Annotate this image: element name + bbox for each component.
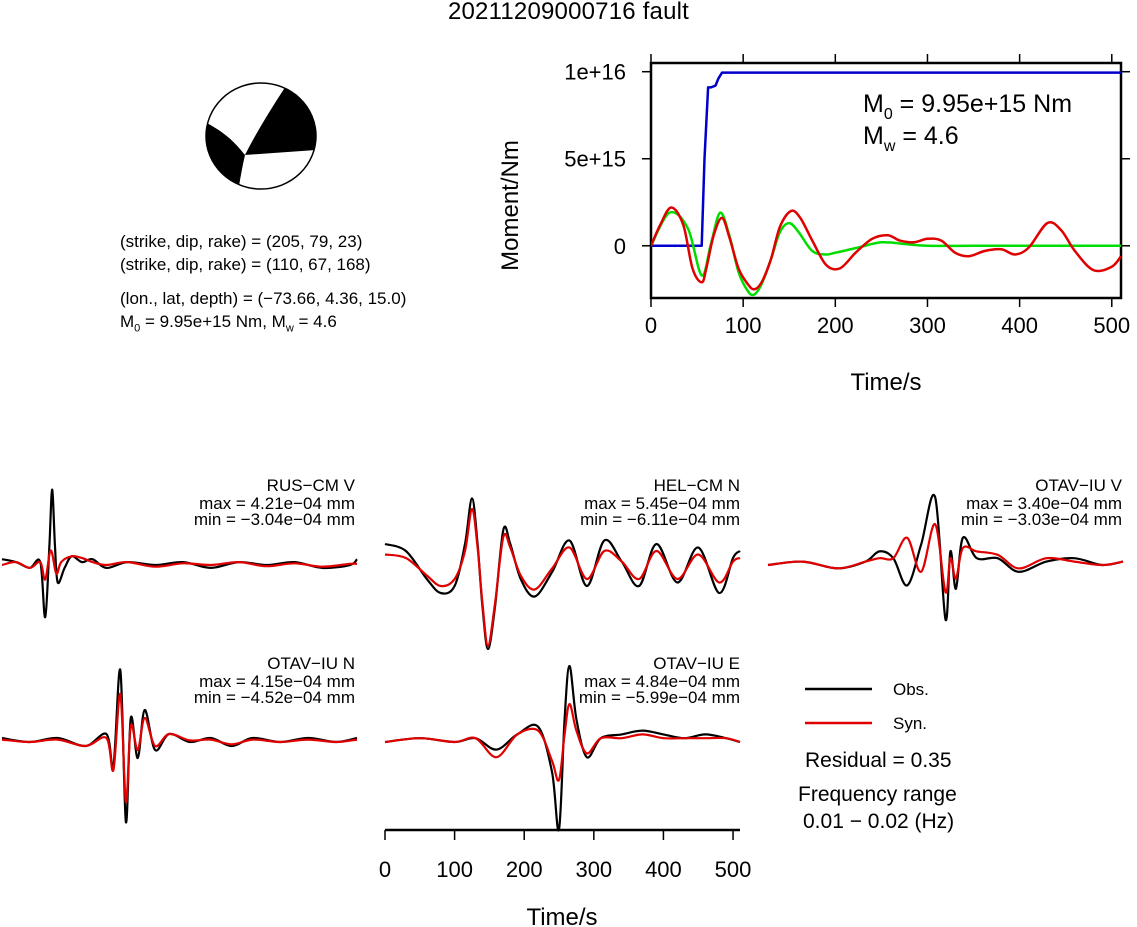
syn-trace-line <box>1 549 358 581</box>
y-tick-label: 1e+16 <box>564 60 626 85</box>
legend-lines <box>805 687 872 725</box>
trace-panel <box>767 493 1124 621</box>
legend-obs-label: Obs. <box>893 680 929 699</box>
wave-x-tick-label: 100 <box>436 857 473 882</box>
freq-range-title: Frequency range <box>798 783 957 806</box>
wave-x-axis-label: Time/s <box>526 904 597 927</box>
wave-x-tick-label: 500 <box>715 857 752 882</box>
moment-text: M0 = 9.95e+15 Nm, Mw = 4.6 <box>120 312 337 335</box>
beachball-icon <box>205 82 317 190</box>
syn-trace-line <box>384 507 741 647</box>
wave-x-tick-label: 300 <box>575 857 612 882</box>
trace-min-text: min = −3.03e−04 mm <box>960 510 1122 529</box>
x-tick-label: 300 <box>909 313 946 338</box>
syn-trace-line <box>384 702 741 782</box>
legend-syn-label: Syn. <box>893 714 928 733</box>
trace-station-text: RUS−CM V <box>266 476 355 495</box>
trace-min-text: min = −6.11e−04 mm <box>580 510 740 529</box>
obs-trace-line <box>767 493 1124 621</box>
trace-max-text: max = 4.15e−04 mm <box>199 672 355 691</box>
location-text: (lon., lat, depth) = (−73.66, 4.36, 15.0… <box>120 289 407 308</box>
plane1-text: (strike, dip, rake) = (205, 79, 23) <box>120 232 363 251</box>
wave-x-tick-label: 400 <box>645 857 682 882</box>
figure-title: 20211209000716 fault <box>447 0 690 25</box>
wave-x-tick-label: 0 <box>379 857 391 882</box>
moment-series-group <box>651 71 1121 297</box>
x-tick-label: 400 <box>1001 313 1038 338</box>
mw-annotation: Mw = 4.6 <box>863 122 959 155</box>
trace-station-text: OTAV−IU N <box>267 654 355 673</box>
trace-panel <box>384 664 741 832</box>
syn-trace-line <box>1 692 358 804</box>
moment-series-line <box>651 206 1121 291</box>
trace-panel <box>1 668 358 824</box>
plane2-text: (strike, dip, rake) = (110, 67, 168) <box>120 255 371 274</box>
trace-max-text: max = 4.21e−04 mm <box>199 494 355 513</box>
moment-chart: 0 100 200 300 400 500 0 5e+15 1e+16 Time/s Moment/… <box>497 54 1130 396</box>
m0-annotation: M0 = 9.95e+15 Nm <box>863 90 1072 123</box>
trace-station-text: OTAV−IU E <box>653 654 740 673</box>
residual-text: Residual = 0.35 <box>805 749 952 772</box>
trace-station-text: HEL−CM N <box>653 476 740 495</box>
moment-plot-frame <box>649 61 1123 300</box>
x-tick-label: 200 <box>817 313 854 338</box>
y-tick-label: 5e+15 <box>564 147 626 172</box>
waveform-chart: 0 100 200 300 400 500 Time/s <box>1 488 1124 927</box>
moment-series-line <box>651 71 1121 248</box>
freq-range-values: 0.01 − 0.02 (Hz) <box>803 810 955 833</box>
trace-min-text: min = −4.52e−04 mm <box>193 688 355 707</box>
wave-x-tick-label: 200 <box>506 857 543 882</box>
y-axis-label: Moment/Nm <box>497 140 524 271</box>
x-tick-label: 500 <box>1093 313 1130 338</box>
x-tick-label: 0 <box>645 313 657 338</box>
trace-max-text: max = 3.40e−04 mm <box>966 494 1122 513</box>
trace-panel <box>1 488 358 619</box>
trace-station-text: OTAV−IU V <box>1035 476 1122 495</box>
trace-min-text: min = −3.04e−04 mm <box>193 510 355 529</box>
syn-trace-line <box>767 523 1124 594</box>
trace-max-text: max = 4.84e−04 mm <box>584 672 740 691</box>
moment-series-line <box>651 210 1121 297</box>
x-axis-label: Time/s <box>850 369 921 396</box>
trace-min-text: min = −5.99e−04 mm <box>578 688 740 707</box>
trace-panel <box>384 497 741 651</box>
x-tick-label: 100 <box>725 313 762 338</box>
trace-max-text: max = 5.45e−04 mm <box>584 494 740 513</box>
y-tick-label: 0 <box>614 234 626 259</box>
